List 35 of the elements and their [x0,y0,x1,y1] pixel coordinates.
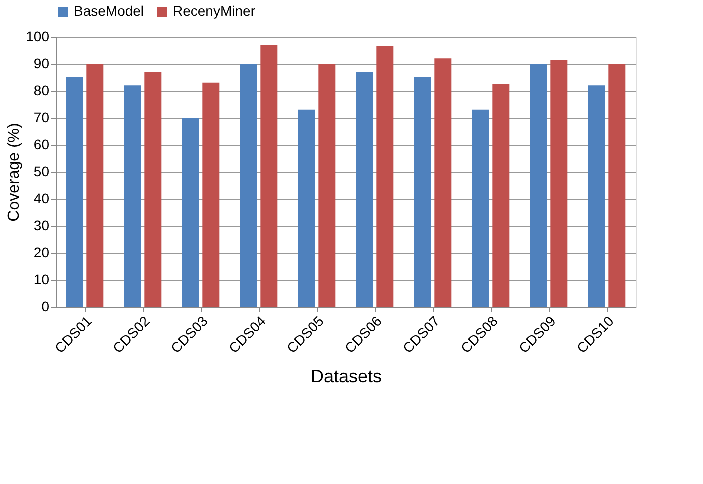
bar [472,110,490,307]
bar [240,64,258,307]
y-tick-label: 0 [42,298,50,314]
bar [202,82,220,307]
x-axis-title: Datasets [310,366,382,386]
bar [124,86,142,307]
y-tick-label: 100 [26,28,50,44]
y-tick-label: 50 [34,164,50,180]
bar [376,46,394,307]
y-tick-label: 20 [34,244,50,260]
legend-label: RecenyMiner [173,3,256,19]
bar [608,64,626,307]
y-tick-label: 30 [34,218,50,234]
bar [260,45,278,307]
bar [86,64,104,307]
y-tick-label: 60 [34,136,50,152]
bar [530,64,548,307]
bar [434,58,452,307]
bar [356,72,374,307]
bar [588,86,606,307]
y-tick-label: 70 [34,110,50,126]
bar [492,84,510,307]
bar [414,78,432,307]
y-tick-label: 40 [34,190,50,206]
y-axis-title: Coverage (%) [6,123,24,222]
bar [144,72,162,307]
y-tick-label: 10 [34,272,50,288]
y-tick-label: 90 [34,56,50,72]
bar [298,110,316,307]
bar [66,78,84,307]
bar [550,60,568,307]
bar [182,118,200,307]
y-tick-label: 80 [34,82,50,98]
legend-label: BaseModel [74,3,144,19]
bar [318,64,336,307]
